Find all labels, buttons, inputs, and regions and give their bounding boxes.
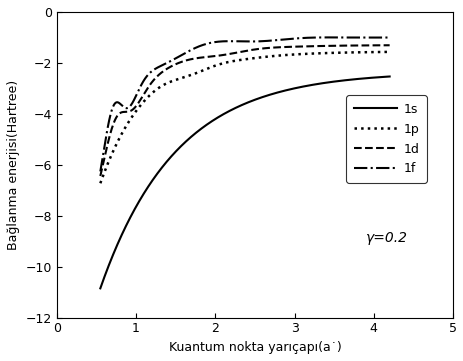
Y-axis label: Bağlanma enerjisi(Hartree): Bağlanma enerjisi(Hartree) <box>7 80 20 250</box>
1s <box>378 75 383 79</box>
1s <box>325 80 330 84</box>
1p <box>378 50 383 54</box>
1f <box>386 35 392 40</box>
1p <box>238 58 243 62</box>
1p <box>112 145 118 149</box>
1d <box>325 44 330 48</box>
1f <box>238 39 243 44</box>
1s <box>97 286 103 291</box>
1s <box>230 107 236 111</box>
1d <box>112 118 118 122</box>
1d <box>238 50 243 54</box>
1p <box>325 51 330 55</box>
1d <box>378 43 383 47</box>
1s <box>238 103 243 108</box>
1p <box>386 50 392 54</box>
1d <box>377 43 383 47</box>
1s <box>112 248 118 252</box>
1p <box>97 181 103 186</box>
Line: 1p: 1p <box>100 52 389 183</box>
Text: γ=0.2: γ=0.2 <box>365 231 407 245</box>
1d <box>230 51 236 56</box>
1d <box>386 43 392 47</box>
1s <box>377 75 383 79</box>
1s <box>386 74 392 79</box>
Line: 1f: 1f <box>100 38 389 171</box>
1f <box>325 35 330 40</box>
1f <box>97 169 103 174</box>
X-axis label: Kuantum nokta yarıçapı(a˙): Kuantum nokta yarıçapı(a˙) <box>168 341 340 354</box>
1f <box>378 35 383 40</box>
1p <box>230 59 236 63</box>
1p <box>377 50 383 54</box>
1f <box>112 101 118 105</box>
1f <box>325 35 331 40</box>
Line: 1s: 1s <box>100 77 389 288</box>
Legend: 1s, 1p, 1d, 1f: 1s, 1p, 1d, 1f <box>345 95 426 183</box>
1d <box>97 174 103 178</box>
1f <box>378 35 383 40</box>
1f <box>230 39 236 43</box>
Line: 1d: 1d <box>100 45 389 176</box>
